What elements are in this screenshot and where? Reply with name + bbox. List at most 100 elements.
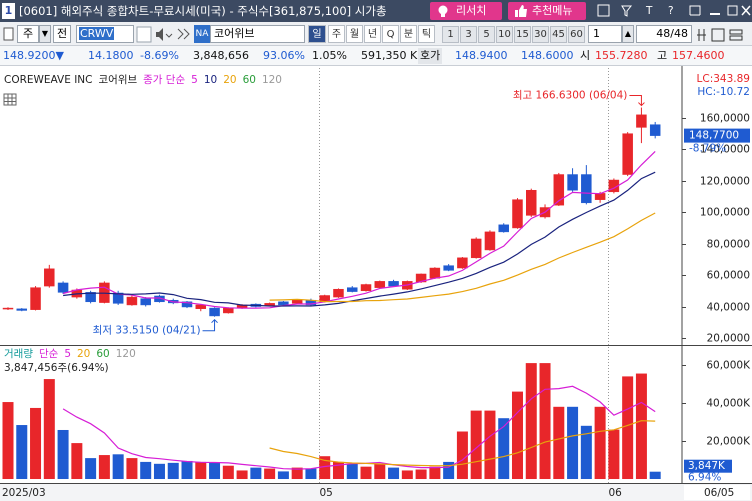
volume-bar (456, 431, 468, 480)
interval-button[interactable]: 60 (568, 26, 585, 43)
interval-button[interactable]: 45 (550, 26, 567, 43)
maximize-icon[interactable] (727, 5, 738, 16)
restore-icon[interactable] (689, 5, 701, 16)
help-icon[interactable]: T (645, 5, 653, 17)
table-icon-grid (4, 94, 16, 105)
y-tick-label: 160,0000 (700, 113, 750, 125)
period-button[interactable]: 년 (364, 25, 381, 43)
help-icon[interactable]: ? (668, 5, 674, 17)
next-icon[interactable] (177, 28, 190, 40)
period-button[interactable]: 틱 (418, 25, 435, 43)
period-button[interactable]: 일 (308, 25, 326, 43)
y-tick-label: 60,000K (706, 360, 751, 372)
x-tick-label: 06 (609, 487, 623, 499)
toolbar: 주 ▼ 전 CRWV NA 코어위브 일 주 월 년 Q 분 틱 1 3 5 1… (0, 22, 752, 46)
candle-body (181, 301, 193, 308)
volume-box-label: 3,847K (688, 460, 726, 472)
ma-line (269, 420, 656, 467)
y-tick-label: 20,0000 (707, 333, 750, 345)
candle-body (195, 304, 207, 309)
period-button[interactable]: 분 (400, 25, 417, 43)
rate: -8.69% (140, 49, 179, 62)
change-label: -8.79% (689, 143, 726, 155)
y-tick-label: 20,000K (706, 436, 751, 448)
exchange: NA (194, 25, 210, 43)
code-input[interactable]: CRWV (76, 25, 134, 43)
candle-body (622, 133, 633, 175)
speaker-icon[interactable] (156, 28, 163, 41)
hc-label: HC:-10.72 (697, 86, 750, 98)
volume-bar (126, 458, 138, 480)
interval-input[interactable]: 1 (588, 25, 622, 43)
count: 48/48 (636, 25, 692, 43)
interval-button[interactable]: 5 (478, 26, 495, 43)
volume-bar (57, 429, 69, 480)
candle-body (2, 307, 14, 310)
research-button[interactable]: 리서치 (430, 2, 502, 20)
volume-bar (539, 363, 551, 480)
open: 155.7280 (595, 49, 648, 62)
dropdown-arrow[interactable]: ▼ (39, 25, 51, 43)
spinner[interactable]: ▲ (622, 25, 634, 43)
interval-button[interactable]: 30 (532, 26, 549, 43)
chart-subtitle: 코어위브 (99, 73, 138, 86)
interval-button[interactable]: 1 (442, 26, 459, 43)
volume-bar (374, 463, 386, 480)
volume-bar (43, 379, 55, 480)
period-button[interactable]: Q (382, 25, 399, 43)
tool-icons (136, 26, 190, 43)
window-title: [0601] 해외주식 종합차트-무료시세(미국) - 주식수[361,875,… (19, 4, 387, 18)
table-icon (3, 93, 17, 106)
candle-body (594, 193, 606, 200)
volume-bar (305, 468, 317, 480)
bid-label: 호가 (418, 48, 443, 64)
candle-body (498, 224, 509, 233)
candle-body (347, 287, 358, 292)
save-icon[interactable] (597, 4, 610, 17)
volume-bar (525, 363, 537, 480)
arrow-icon[interactable] (165, 33, 173, 38)
close-icon[interactable] (741, 5, 751, 16)
price-box (684, 128, 750, 143)
menu-button[interactable]: 추천메뉴 (508, 2, 586, 20)
interval-button[interactable]: 3 (460, 26, 477, 43)
tool-icon[interactable] (711, 28, 725, 42)
tool-icon[interactable] (729, 29, 743, 41)
volume-bar (484, 410, 496, 480)
volume-bar (291, 467, 303, 480)
volume-box (684, 459, 732, 473)
candle-body (388, 281, 399, 287)
scope-select[interactable]: 전 (53, 25, 71, 43)
volume-bar (71, 443, 83, 480)
candle-body (429, 267, 441, 279)
interval-button[interactable]: 10 (496, 26, 513, 43)
y-tick-label: 140,0000 (700, 144, 750, 156)
legend-entry: 60 (96, 348, 109, 360)
volume: 3,848,656 (193, 49, 249, 62)
volume-bar (153, 463, 165, 480)
market-select[interactable]: 주 (17, 25, 39, 43)
volume-bar (2, 402, 14, 480)
research-label: 리서치 (456, 4, 487, 17)
tool-icon[interactable] (697, 29, 706, 41)
period-button[interactable]: 주 (328, 25, 345, 43)
candle-body (470, 238, 482, 259)
interval-button[interactable]: 15 (514, 26, 531, 43)
volume-bar (112, 454, 124, 480)
date-box (684, 485, 750, 500)
turnover: 1.05% (312, 49, 347, 62)
volume-bar (498, 418, 510, 480)
ma-line (63, 171, 656, 307)
thumb-icon (515, 5, 527, 17)
period-button[interactable]: 월 (346, 25, 363, 43)
filter-icon[interactable] (621, 5, 633, 17)
volume-bar (635, 373, 647, 480)
candle-body (85, 292, 96, 303)
y-tick-label: 60,0000 (707, 270, 750, 282)
volume-bar (429, 466, 441, 480)
code: CRWV (79, 27, 115, 40)
search-icon[interactable] (136, 26, 152, 43)
candle-body (278, 301, 289, 306)
